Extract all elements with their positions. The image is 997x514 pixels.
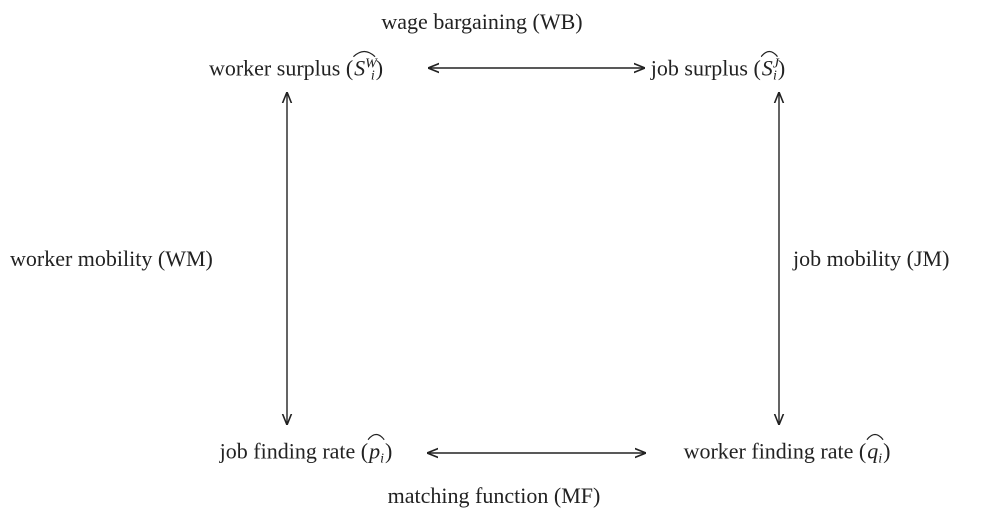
node: worker finding rate (qi) [683,438,891,468]
node-label: job surplus ( [650,55,761,81]
hat [353,50,376,58]
edge-label: job mobility (JM) [793,246,950,271]
node-label: worker finding rate ( [683,438,867,464]
edge-label: matching function (MF) [387,483,601,508]
math: SJi [761,55,779,85]
math: SWi [353,55,377,85]
math-sub: i [773,68,777,84]
math: qi [866,439,883,468]
node-close: ) [777,55,786,81]
node-close: ) [385,438,393,464]
node-label: worker surplus ( [208,55,354,81]
math-sup: J [772,56,779,72]
node-label: job finding rate ( [219,438,369,464]
math-sup: W [365,56,377,72]
math-sub: i [370,68,375,84]
edge-label: worker mobility (WM) [10,246,213,271]
math-sub: i [380,451,385,467]
math: pi [368,439,385,468]
math-sub: i [878,451,883,467]
node-close: ) [375,55,384,81]
hat [761,50,778,58]
math-base: p [369,438,381,464]
math-base: q [867,438,879,464]
node-close: ) [883,438,891,464]
math-base: S [761,55,773,81]
hat [866,433,883,441]
hat [368,433,385,441]
math-base: S [354,55,366,81]
edge-label: wage bargaining (WB) [381,9,583,34]
node: job finding rate (pi) [219,438,393,468]
node: worker surplus (SWi) [209,56,383,85]
node: job surplus (SJi) [651,56,785,85]
